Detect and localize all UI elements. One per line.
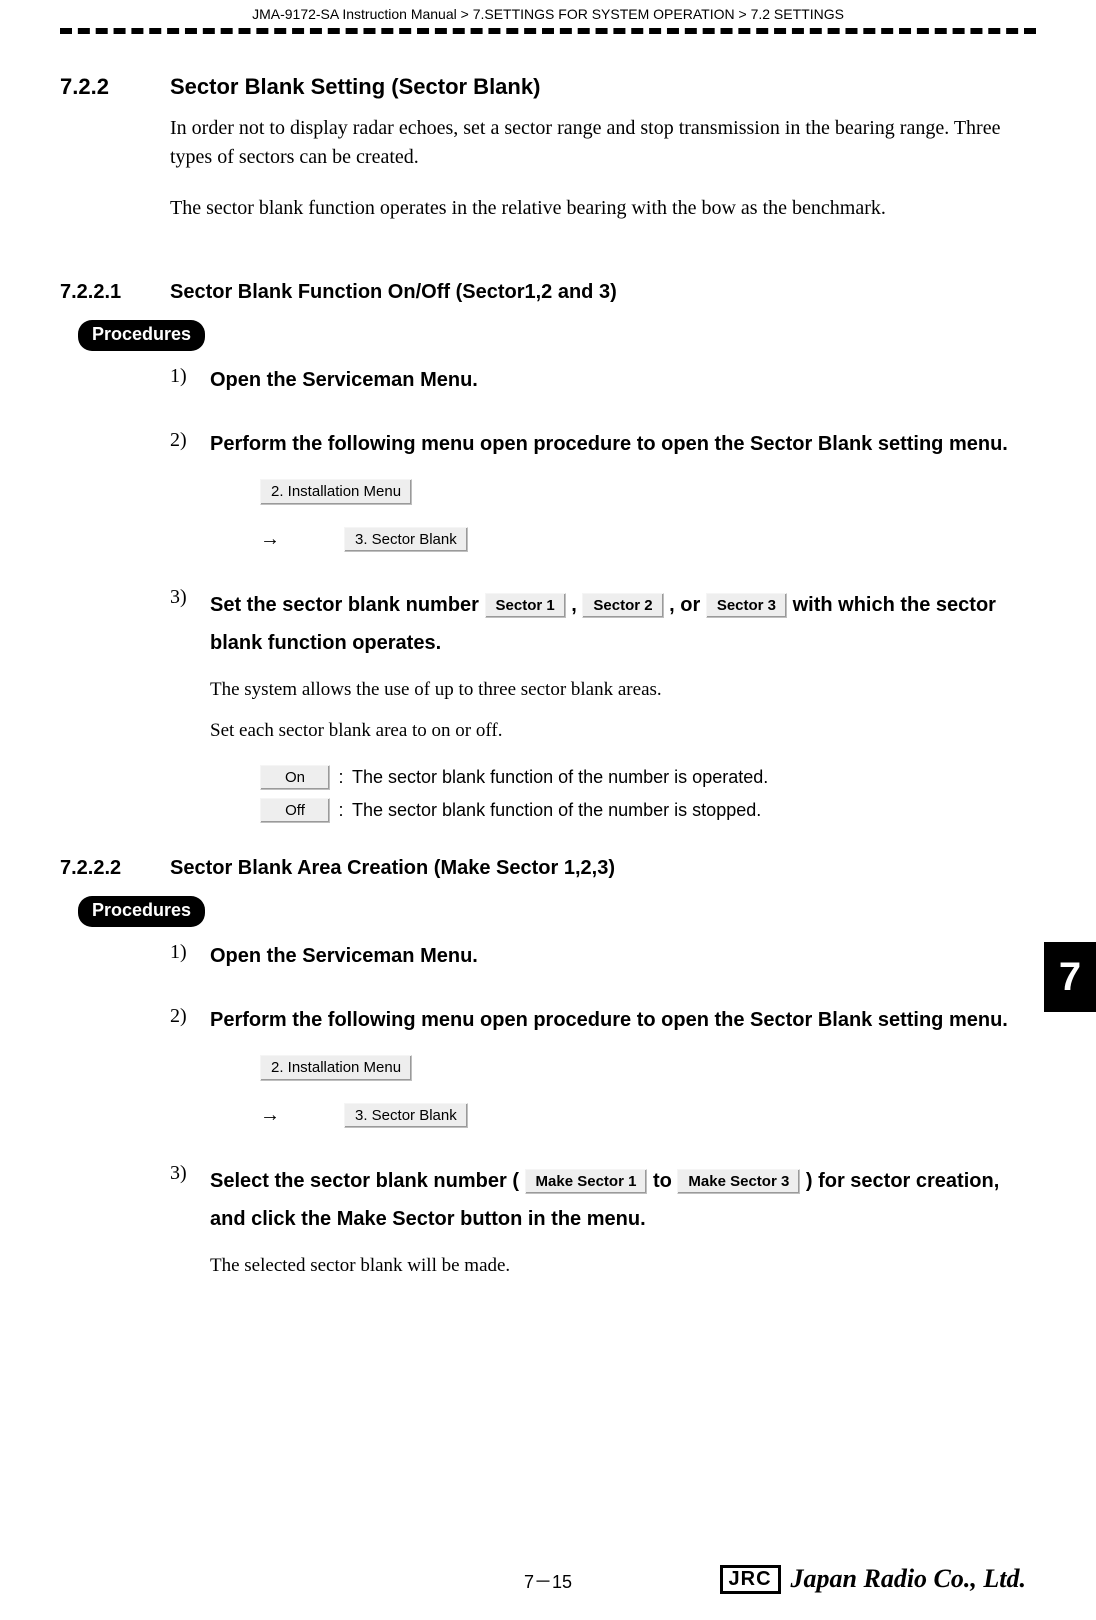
installation-menu-button[interactable]: 2. Installation Menu (260, 479, 412, 505)
step-subtext: Set each sector blank area to on or off. (210, 717, 1036, 746)
sector-2-button[interactable]: Sector 2 (582, 593, 663, 619)
sector-3-button[interactable]: Sector 3 (706, 593, 787, 619)
colon: : (330, 800, 352, 821)
page: JMA-9172-SA Instruction Manual > 7.SETTI… (0, 0, 1096, 1620)
make-sector-3-button[interactable]: Make Sector 3 (677, 1169, 800, 1195)
step-number: 3) (170, 1162, 210, 1185)
off-row: Off : The sector blank function of the n… (260, 798, 1036, 823)
text: Select the sector blank number ( (210, 1170, 525, 1192)
text: , or (664, 594, 706, 616)
installation-menu-button[interactable]: 2. Installation Menu (260, 1055, 412, 1081)
procedures-badge: Procedures (78, 320, 205, 351)
menu-path: 2. Installation Menu → 3. Sector Blank (260, 479, 1036, 552)
paragraph: In order not to display radar echoes, se… (170, 114, 1036, 172)
jrc-logo-box: JRC (720, 1565, 781, 1594)
arrow-icon: → (260, 1104, 340, 1127)
step-2: 2) Perform the following menu open proce… (170, 1005, 1036, 1035)
step-2: 2) Perform the following menu open proce… (170, 429, 1036, 459)
text: to (647, 1170, 677, 1192)
section-7-2-2: 7.2.2 Sector Blank Setting (Sector Blank… (60, 74, 1036, 100)
off-button[interactable]: Off (260, 798, 330, 823)
text: Set the sector blank number (210, 594, 485, 616)
breadcrumb-manual: JMA-9172-SA Instruction Manual (252, 6, 457, 22)
arrow-icon: → (260, 528, 340, 551)
sector-blank-button[interactable]: 3. Sector Blank (344, 527, 468, 553)
subsection-number: 7.2.2.2 (60, 857, 170, 880)
on-description: The sector blank function of the number … (352, 767, 768, 788)
step-subtext: The system allows the use of up to three… (210, 676, 1036, 705)
menu-path: 2. Installation Menu → 3. Sector Blank (260, 1055, 1036, 1128)
subsection-title: Sector Blank Area Creation (Make Sector … (170, 857, 615, 880)
subsection-title: Sector Blank Function On/Off (Sector1,2 … (170, 281, 617, 304)
step-number: 2) (170, 429, 210, 452)
step-text: Set the sector blank number Sector 1 , S… (210, 586, 1036, 662)
step-text: Open the Serviceman Menu. (210, 941, 1036, 971)
breadcrumb-sep: > (738, 6, 746, 22)
make-sector-1-button[interactable]: Make Sector 1 (525, 1169, 648, 1195)
section-7-2-2-2: 7.2.2.2 Sector Blank Area Creation (Make… (60, 857, 1036, 880)
step-number: 1) (170, 941, 210, 964)
step-subtext: The selected sector blank will be made. (210, 1252, 1036, 1281)
step-3: 3) Select the sector blank number ( Make… (170, 1162, 1036, 1238)
section-number: 7.2.2 (60, 74, 170, 100)
text: , (566, 594, 583, 616)
jrc-logo-script: Japan Radio Co., Ltd. (791, 1564, 1026, 1594)
sector-blank-button[interactable]: 3. Sector Blank (344, 1103, 468, 1129)
breadcrumb-section: 7.2 SETTINGS (751, 6, 844, 22)
step-text: Perform the following menu open procedur… (210, 429, 1036, 459)
step-1: 1) Open the Serviceman Menu. (170, 941, 1036, 971)
footer: 7－15 JRC Japan Radio Co., Ltd. (0, 1568, 1096, 1594)
page-number: 7－15 (524, 1568, 572, 1594)
step-3: 3) Set the sector blank number Sector 1 … (170, 586, 1036, 662)
step-text: Perform the following menu open procedur… (210, 1005, 1036, 1035)
paragraph: The sector blank function operates in th… (170, 194, 1036, 223)
step-1: 1) Open the Serviceman Menu. (170, 365, 1036, 395)
on-row: On : The sector blank function of the nu… (260, 765, 1036, 790)
breadcrumb-sep: > (461, 6, 469, 22)
step-text: Open the Serviceman Menu. (210, 365, 1036, 395)
on-button[interactable]: On (260, 765, 330, 790)
sector-1-button[interactable]: Sector 1 (485, 593, 566, 619)
breadcrumb-chapter: 7.SETTINGS FOR SYSTEM OPERATION (473, 6, 735, 22)
section-title: Sector Blank Setting (Sector Blank) (170, 74, 540, 100)
colon: : (330, 767, 352, 788)
step-number: 1) (170, 365, 210, 388)
step-number: 3) (170, 586, 210, 609)
off-description: The sector blank function of the number … (352, 800, 761, 821)
dashed-divider (60, 28, 1036, 34)
step-number: 2) (170, 1005, 210, 1028)
subsection-number: 7.2.2.1 (60, 281, 170, 304)
chapter-number: 7 (1059, 955, 1081, 1000)
procedures-badge: Procedures (78, 896, 205, 927)
footer-logo: JRC Japan Radio Co., Ltd. (720, 1564, 1027, 1594)
section-7-2-2-1: 7.2.2.1 Sector Blank Function On/Off (Se… (60, 281, 1036, 304)
breadcrumb: JMA-9172-SA Instruction Manual > 7.SETTI… (60, 0, 1036, 28)
chapter-tab: 7 (1044, 942, 1096, 1012)
step-text: Select the sector blank number ( Make Se… (210, 1162, 1036, 1238)
